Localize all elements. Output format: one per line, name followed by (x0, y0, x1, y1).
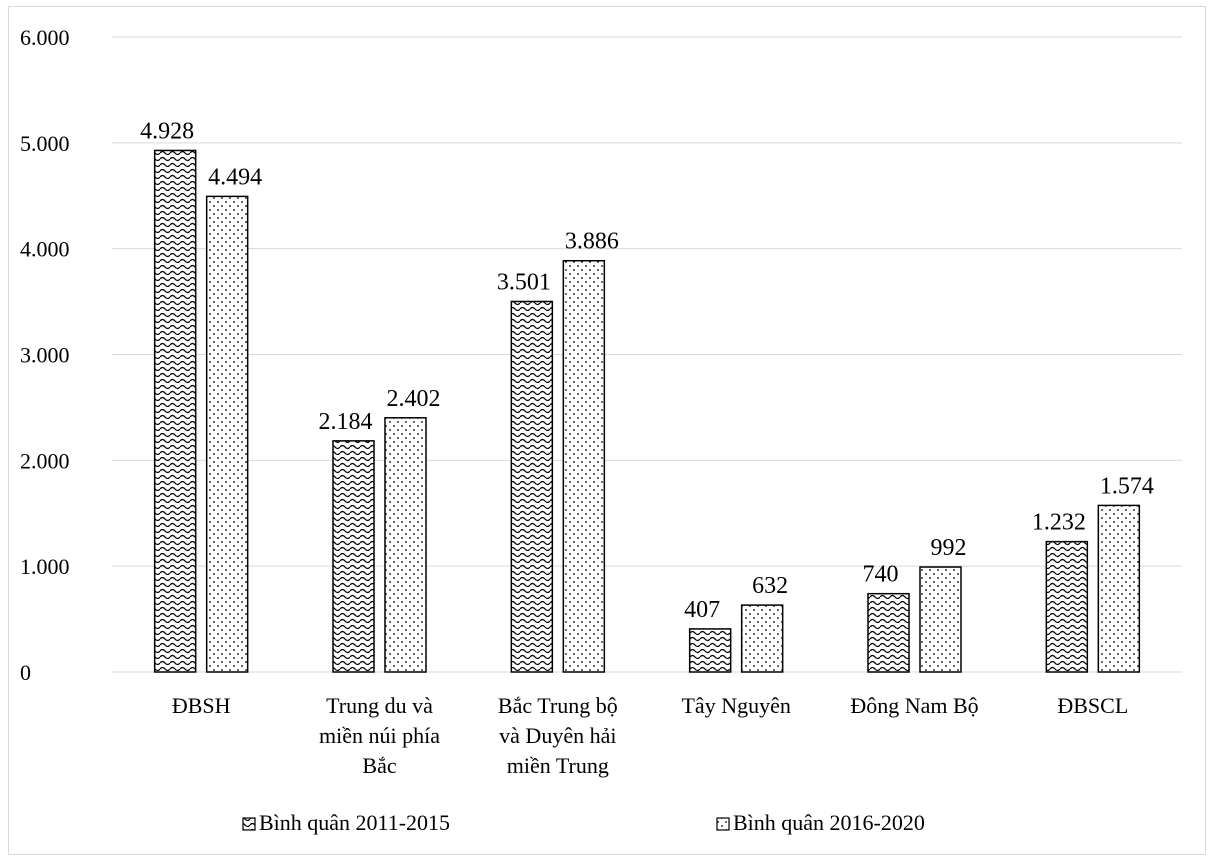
data-label: 1.574 (1100, 473, 1154, 499)
bar-2016-2020 (919, 566, 962, 673)
bars (153, 149, 1141, 673)
x-category-label: Đông Nam Bộ (850, 693, 978, 718)
x-category-label: và Duyên hải (499, 723, 616, 748)
data-label: 1.232 (1032, 510, 1086, 536)
bar-2016-2020 (205, 195, 249, 673)
bar-2016-2020 (740, 604, 784, 673)
y-tick-label: 1.000 (20, 554, 70, 579)
data-labels: 4.928 4.494 2.184 2.402 3.501 3.886 407 632 740 9… (140, 118, 1154, 622)
data-label: 4.928 (140, 118, 194, 144)
legend-swatch-2016-2020 (716, 817, 730, 831)
legend: Bình quân 2011-2015 Bình quân 2016-2020 (242, 810, 925, 835)
data-label: 992 (931, 535, 967, 561)
y-tick-label: 6.000 (20, 25, 70, 50)
bar-2011-2015 (688, 628, 732, 673)
data-label: 740 (863, 562, 899, 588)
x-category-label: miền núi phía (319, 723, 440, 748)
data-label: 2.184 (319, 409, 373, 435)
bar-2011-2015 (153, 149, 197, 673)
x-category-label: ĐBSH (172, 693, 231, 718)
bar-2011-2015 (867, 592, 910, 673)
y-tick-label: 2.000 (20, 448, 70, 473)
legend-label: Bình quân 2011-2015 (259, 810, 450, 835)
y-tick-label: 4.000 (20, 237, 70, 262)
data-label: 632 (752, 573, 788, 599)
x-category-label: Bắc (362, 753, 396, 778)
bar-2011-2015 (1045, 540, 1089, 673)
bar-2011-2015 (510, 300, 554, 673)
x-axis-categories: ĐBSH Trung du và miền núi phía Bắc Bắc Trung… (172, 693, 1128, 778)
legend-label: Bình quân 2016-2020 (733, 810, 925, 835)
bar-2011-2015 (332, 440, 375, 673)
data-label: 407 (684, 597, 720, 623)
legend-swatch-2011-2015 (242, 817, 256, 831)
gridlines (112, 36, 1182, 673)
data-label: 2.402 (387, 386, 441, 412)
y-tick-label: 3.000 (20, 343, 70, 368)
x-category-label: Tây Nguyên (681, 693, 790, 718)
data-label: 3.501 (497, 269, 551, 295)
bar-2016-2020 (384, 417, 427, 673)
data-label: 4.494 (208, 164, 262, 190)
bar-2016-2020 (1097, 504, 1141, 673)
y-axis-ticks: 0 1.000 2.000 3.000 4.000 5.000 6.000 (20, 25, 70, 685)
x-category-label: miền Trung (507, 753, 609, 778)
y-tick-label: 5.000 (20, 131, 70, 156)
y-tick-label: 0 (20, 660, 31, 685)
bar-2016-2020 (562, 259, 606, 673)
x-category-label: Trung du và (326, 693, 433, 718)
x-category-label: Bắc Trung bộ (498, 693, 618, 718)
data-label: 3.886 (565, 229, 619, 255)
x-category-label: ĐBSCL (1057, 693, 1128, 718)
